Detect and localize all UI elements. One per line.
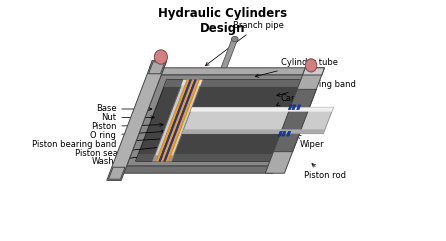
Polygon shape bbox=[278, 131, 282, 136]
Text: Hydraulic Cylinders: Hydraulic Cylinders bbox=[158, 7, 288, 20]
Text: Piston seal: Piston seal bbox=[75, 145, 168, 158]
Polygon shape bbox=[164, 80, 196, 161]
Polygon shape bbox=[288, 105, 293, 110]
Polygon shape bbox=[221, 39, 238, 68]
Ellipse shape bbox=[231, 36, 238, 42]
Polygon shape bbox=[127, 75, 310, 166]
Text: Base: Base bbox=[96, 105, 152, 114]
Text: Wiper: Wiper bbox=[297, 135, 324, 149]
Polygon shape bbox=[282, 131, 286, 136]
Polygon shape bbox=[273, 89, 316, 152]
Polygon shape bbox=[265, 68, 325, 173]
Polygon shape bbox=[107, 60, 167, 181]
Text: Rod seal: Rod seal bbox=[283, 109, 319, 118]
Polygon shape bbox=[136, 154, 275, 161]
Text: Piston: Piston bbox=[91, 122, 163, 131]
Polygon shape bbox=[153, 155, 174, 161]
Text: O ring: O ring bbox=[91, 130, 165, 140]
Polygon shape bbox=[287, 131, 291, 136]
Polygon shape bbox=[153, 80, 202, 161]
Text: Design: Design bbox=[200, 22, 246, 35]
Polygon shape bbox=[165, 80, 199, 161]
Text: Rod bearing band: Rod bearing band bbox=[277, 80, 355, 96]
Polygon shape bbox=[297, 105, 301, 110]
Text: Piston rod: Piston rod bbox=[305, 164, 347, 180]
Polygon shape bbox=[159, 80, 191, 161]
Polygon shape bbox=[136, 80, 303, 161]
Ellipse shape bbox=[305, 59, 317, 72]
Polygon shape bbox=[124, 166, 275, 173]
Polygon shape bbox=[292, 105, 296, 110]
Polygon shape bbox=[161, 80, 194, 161]
Polygon shape bbox=[190, 107, 334, 112]
Text: Nut: Nut bbox=[101, 113, 154, 122]
Polygon shape bbox=[182, 129, 325, 134]
Polygon shape bbox=[164, 80, 303, 87]
Polygon shape bbox=[149, 62, 165, 74]
Text: Washer: Washer bbox=[92, 151, 170, 166]
Polygon shape bbox=[181, 80, 202, 86]
Polygon shape bbox=[302, 68, 325, 75]
Text: Piston bearing band: Piston bearing band bbox=[32, 137, 165, 149]
Polygon shape bbox=[149, 60, 167, 68]
Polygon shape bbox=[108, 167, 125, 179]
Text: Cylinder tube: Cylinder tube bbox=[255, 59, 338, 77]
Polygon shape bbox=[156, 80, 190, 161]
Polygon shape bbox=[161, 68, 313, 75]
Polygon shape bbox=[182, 107, 334, 134]
Text: Branch pipe: Branch pipe bbox=[206, 21, 284, 66]
Ellipse shape bbox=[154, 50, 167, 64]
Text: Cap: Cap bbox=[277, 94, 297, 106]
